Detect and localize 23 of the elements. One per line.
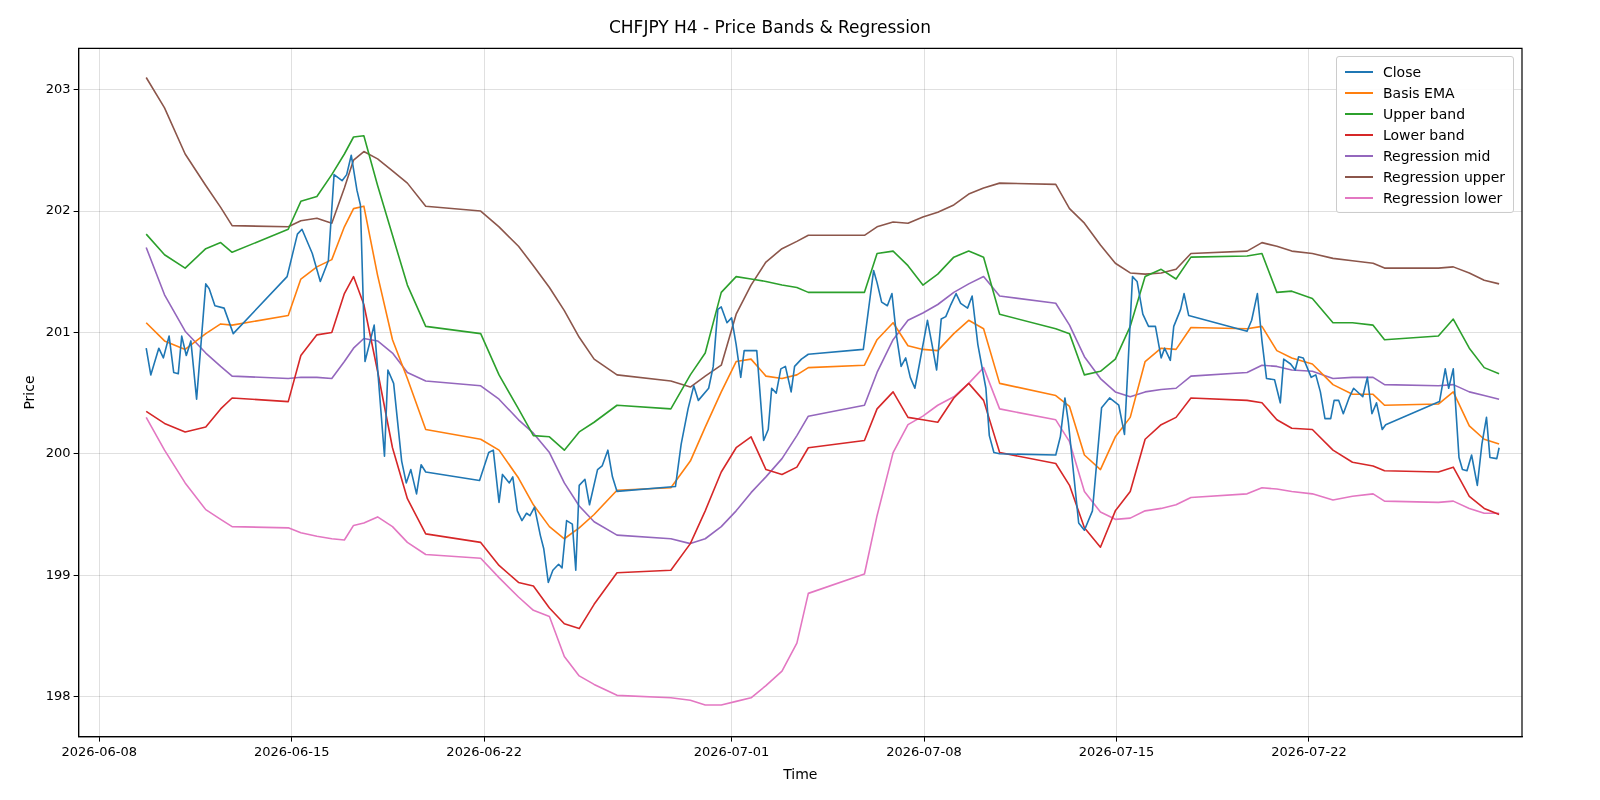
y-tick-label: 199 <box>45 566 71 582</box>
x-tick-label: 2026-07-22 <box>1271 743 1347 759</box>
chart-title: CHFJPY H4 - Price Bands & Regression <box>608 16 932 37</box>
y-tick-label: 198 <box>45 687 71 703</box>
legend-label: Lower band <box>1382 126 1465 143</box>
x-axis-title: Time <box>782 766 818 783</box>
y-tick-label: 203 <box>45 81 71 97</box>
legend-label: Upper band <box>1382 105 1466 122</box>
x-tick-label: 2026-07-01 <box>693 743 770 759</box>
legend-label: Basis EMA <box>1382 84 1455 101</box>
legend-label: Regression lower <box>1382 189 1503 206</box>
x-tick-label: 2026-06-15 <box>253 743 330 759</box>
x-tick-label: 2026-07-15 <box>1078 743 1155 759</box>
y-tick-label: 201 <box>45 323 71 339</box>
legend-label: Regression mid <box>1382 147 1491 164</box>
legend-label: Close <box>1382 63 1422 80</box>
x-tick-label: 2026-06-08 <box>61 743 138 759</box>
legend-label: Regression upper <box>1382 168 1505 185</box>
y-tick-label: 202 <box>45 202 71 218</box>
y-tick-label: 200 <box>45 445 71 461</box>
x-tick-label: 2026-06-22 <box>446 743 522 759</box>
y-axis-title: Price <box>21 375 38 410</box>
x-tick-label: 2026-07-08 <box>886 743 962 759</box>
